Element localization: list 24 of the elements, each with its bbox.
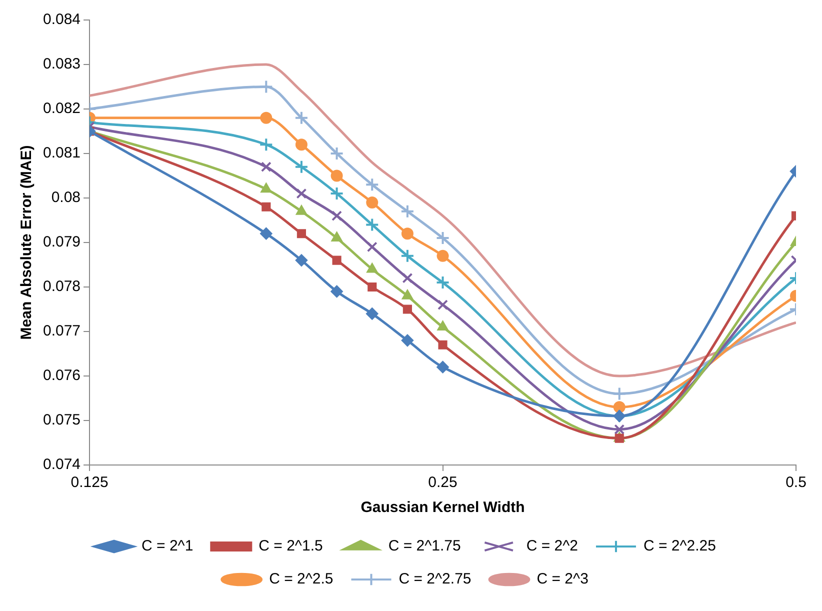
y-tick-label: 0.076 <box>42 367 81 384</box>
legend-label: C = 2^1 <box>142 538 194 555</box>
y-tick-label: 0.081 <box>42 144 81 162</box>
x-tick-label: 0.5 <box>786 474 806 492</box>
legend-label: C = 2^1.5 <box>258 538 323 555</box>
x-tick-label: 0.25 <box>428 474 458 492</box>
y-tick-label: 0.083 <box>42 56 81 73</box>
y-tick-label: 0.074 <box>42 456 81 474</box>
legend-label: C = 2^2 <box>526 538 578 555</box>
y-tick-label: 0.077 <box>42 322 81 340</box>
y-tick-label: 0.079 <box>42 234 81 251</box>
legend-label: C = 2^2.5 <box>269 570 334 588</box>
y-tick-label: 0.078 <box>42 278 81 296</box>
x-axis-title: Gaussian Kernel Width <box>360 499 525 516</box>
legend-label: C = 2^3 <box>536 570 588 588</box>
y-tick-label: 0.075 <box>42 412 81 429</box>
y-tick-label: 0.084 <box>42 11 81 28</box>
legend-label: C = 2^2.75 <box>398 570 472 588</box>
y-tick-label: 0.082 <box>42 100 81 118</box>
y-tick-label: 0.08 <box>51 189 81 206</box>
legend-label: C = 2^2.25 <box>643 538 716 555</box>
x-tick-label: 0.125 <box>70 474 108 492</box>
y-axis-title: Mean Absolute Error (MAE) <box>18 145 36 340</box>
legend-label: C = 2^1.75 <box>388 538 461 555</box>
